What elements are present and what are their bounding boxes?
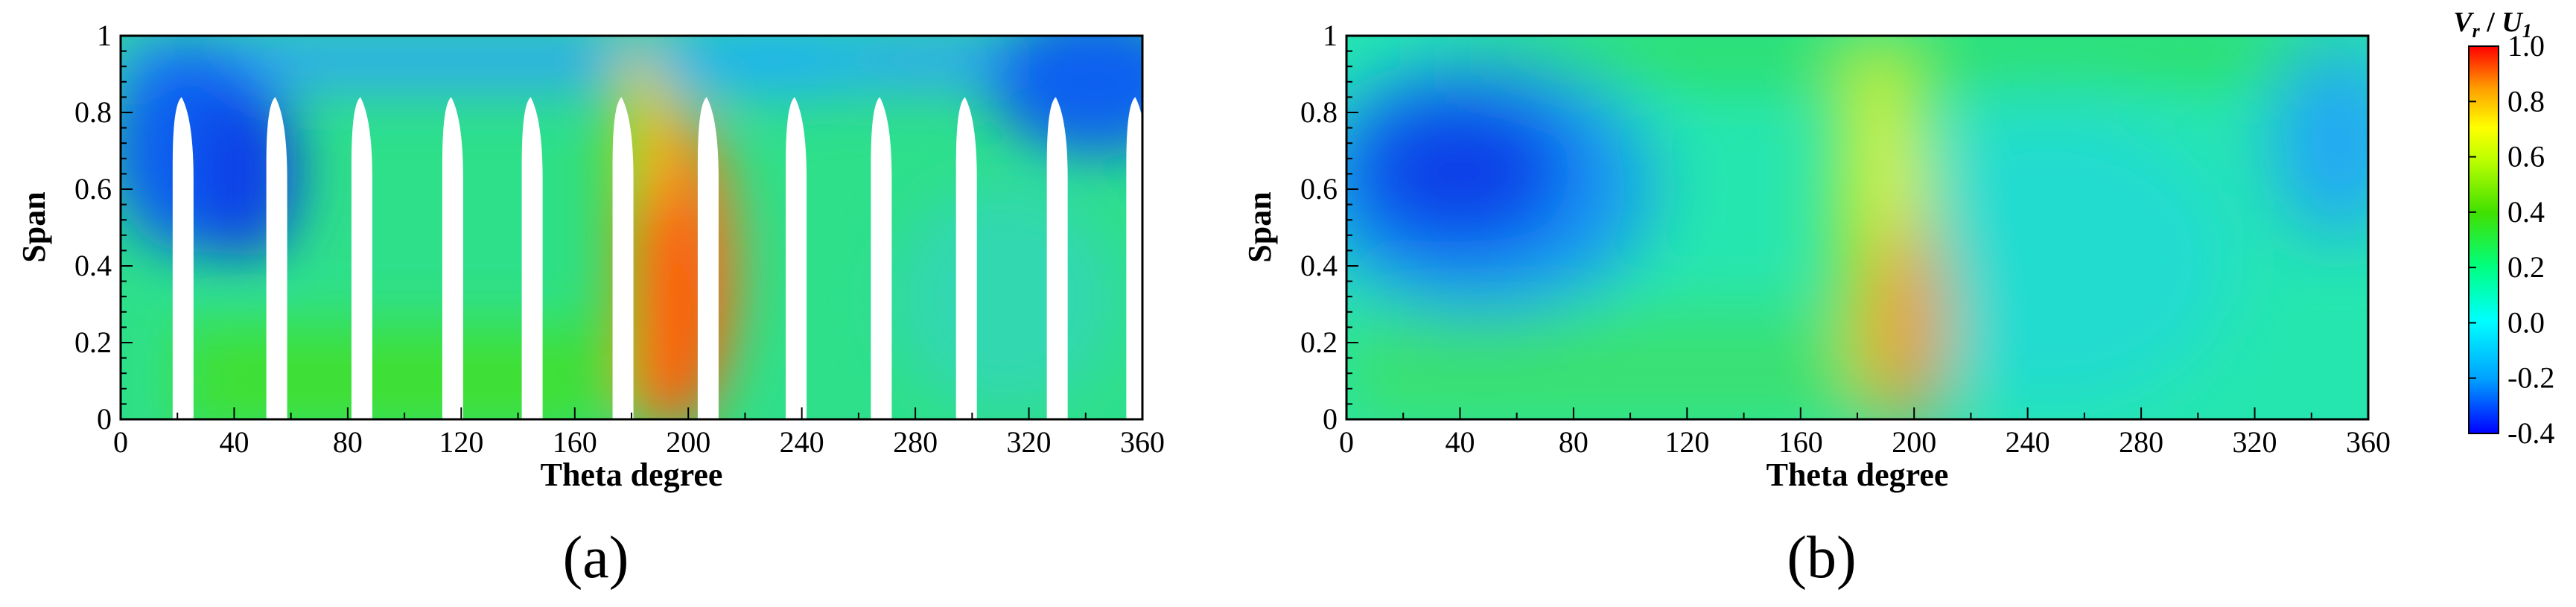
x-tick-label-a: 320	[1007, 425, 1052, 459]
colorbar-tick-label: 0.2	[2507, 250, 2545, 284]
colorbar-tick-label: -0.2	[2507, 361, 2554, 395]
x-tick-label-a: 200	[666, 425, 710, 459]
blade-gap	[442, 97, 463, 419]
colorbar-tick-label: 0.0	[2507, 305, 2545, 339]
colorbar-title: Vr / U1	[2453, 7, 2532, 42]
x-tick-label-b: 120	[1664, 425, 1709, 459]
blade-gap	[521, 97, 543, 419]
y-tick-label-a: 0.6	[74, 172, 112, 206]
panel-label-b: (b)	[1787, 525, 1856, 591]
blade-gap	[172, 97, 194, 419]
axis-ticks-a	[120, 35, 1143, 420]
y-tick-label-a: 0.2	[74, 325, 112, 359]
x-tick-labels-a: 0 40 80 120 160 200 240 280 320 360	[113, 425, 1165, 459]
blade-gap	[266, 97, 287, 419]
colorbar: Vr / U1 1.0 0.8 0.6 0.4 0.2 0.0 -0.2 -0.4	[2453, 7, 2554, 450]
x-tick-label-a: 80	[333, 425, 363, 459]
colorbar-gradient	[2468, 45, 2499, 434]
x-tick-label-b: 360	[2346, 425, 2391, 459]
colorbar-tick-label: -0.4	[2507, 416, 2554, 450]
y-tick-label-a: 0	[97, 402, 112, 436]
x-axis-title-a: Theta degree	[541, 457, 723, 493]
blade-gap	[697, 97, 719, 419]
colorbar-tick-label: 0.4	[2507, 195, 2545, 229]
x-tick-label-a: 120	[439, 425, 483, 459]
x-tick-label-a: 40	[219, 425, 249, 459]
colorbar-tick-label: 0.8	[2507, 84, 2545, 118]
panel-label-a: (a)	[563, 525, 629, 591]
axis-ticks-b	[1346, 35, 2369, 420]
blade-gap	[786, 97, 807, 419]
x-tick-label-a: 240	[780, 425, 824, 459]
x-tick-label-b: 280	[2119, 425, 2163, 459]
x-tick-label-b: 240	[2006, 425, 2050, 459]
blade-gap	[351, 97, 372, 419]
y-tick-label-b: 0.8	[1300, 95, 1338, 129]
panel-b: 0 40 80 120 160 200 240 280 320 360 0 0.2 0.4 0.6 0.8…	[1241, 19, 2391, 591]
blade-gap	[1126, 97, 1142, 419]
x-tick-label-a: 160	[553, 425, 597, 459]
blade-gap	[612, 97, 634, 419]
x-tick-label-a: 280	[893, 425, 938, 459]
y-tick-label-a: 0.8	[74, 95, 112, 129]
y-axis-title-a: Span	[16, 191, 52, 262]
y-tick-labels-b: 0 0.2 0.4 0.6 0.8 1	[1300, 19, 1338, 436]
x-tick-label-b: 320	[2233, 425, 2277, 459]
x-tick-label-b: 200	[1892, 425, 1936, 459]
colorbar-tick-label: 1.0	[2507, 29, 2545, 63]
y-axis-title-b: Span	[1241, 191, 1278, 262]
y-tick-label-a: 0.4	[74, 249, 112, 282]
x-tick-labels-b: 0 40 80 120 160 200 240 280 320 360	[1339, 425, 2391, 459]
blade-gap	[955, 97, 977, 419]
panel-a: 0 40 80 120 160 200 240 280 320 360 0 0.2 0.4 0.6 0.8…	[16, 19, 1165, 591]
blade-gaps-a	[172, 97, 1142, 419]
x-tick-label-b: 40	[1445, 425, 1475, 459]
y-tick-labels-a: 0 0.2 0.4 0.6 0.8 1	[74, 19, 112, 436]
x-tick-label-b: 160	[1778, 425, 1823, 459]
blade-gap	[871, 97, 892, 419]
blade-gap	[1046, 97, 1068, 419]
y-tick-label-b: 0.6	[1300, 172, 1338, 206]
x-tick-label-a: 0	[113, 425, 128, 459]
y-tick-label-b: 1	[1323, 19, 1338, 52]
colorbar-ticks: 1.0 0.8 0.6 0.4 0.2 0.0 -0.2 -0.4	[2469, 29, 2554, 450]
x-axis-title-b: Theta degree	[1766, 457, 1949, 493]
contour-field-a	[121, 36, 1142, 419]
contour-field-b	[1346, 36, 2368, 419]
x-tick-label-b: 80	[1559, 425, 1588, 459]
y-tick-label-b: 0	[1323, 402, 1338, 436]
x-tick-label-a: 360	[1120, 425, 1165, 459]
x-tick-label-b: 0	[1339, 425, 1354, 459]
y-tick-label-b: 0.4	[1300, 249, 1338, 282]
colorbar-tick-label: 0.6	[2507, 140, 2545, 174]
y-tick-label-b: 0.2	[1300, 325, 1338, 359]
y-tick-label-a: 1	[97, 19, 112, 52]
